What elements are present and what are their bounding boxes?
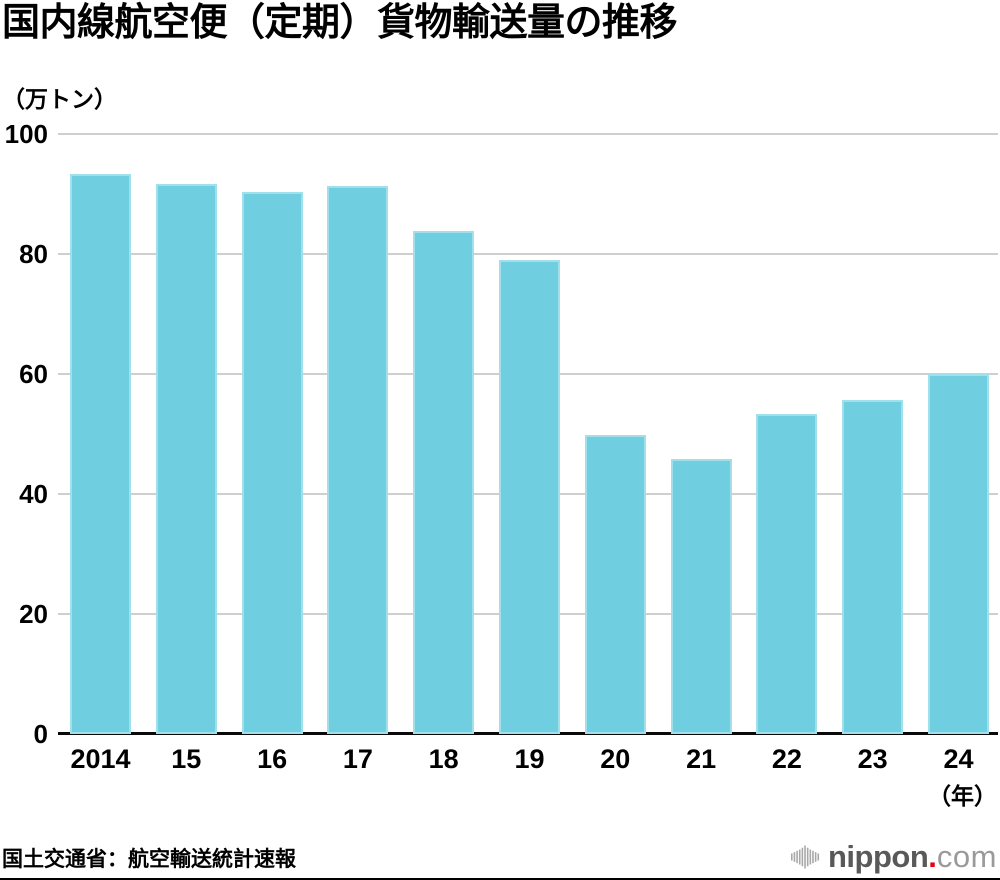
source-caption: 国土交通省：航空輸送統計速報	[2, 848, 296, 871]
y-axis-unit-label: （万トン）	[2, 86, 117, 112]
y-tick-label-40: 40	[19, 479, 48, 509]
y-tick-label-80: 80	[19, 239, 48, 269]
y-tick-label-0: 0	[33, 719, 48, 749]
x-tick-label-17: 17	[342, 744, 373, 774]
logo-dot: .	[928, 839, 937, 874]
bar-2014	[70, 174, 131, 734]
bar-15	[155, 183, 217, 734]
bar-23	[842, 400, 904, 734]
x-tick-label-16: 16	[257, 744, 288, 774]
bottom-border	[0, 878, 1000, 880]
bar-21	[670, 458, 732, 734]
bar-16	[241, 192, 303, 734]
soundwave-icon	[791, 841, 821, 873]
x-tick-label-22: 22	[771, 744, 802, 774]
nippon-com-logo: nippon.com	[791, 838, 997, 876]
x-tick-label-20: 20	[600, 744, 631, 774]
chart-title: 国内線航空便（定期）貨物輸送量の推移	[2, 2, 678, 44]
x-axis-year-suffix: （年）	[928, 783, 997, 809]
y-tick-label-100: 100	[4, 119, 48, 149]
x-tick-label-19: 19	[514, 744, 545, 774]
y-tick-label-60: 60	[19, 359, 48, 389]
gridline-100	[58, 133, 998, 135]
y-tick-label-20: 20	[19, 599, 48, 629]
x-tick-label-15: 15	[171, 744, 202, 774]
bar-20	[584, 435, 646, 734]
gridline-80	[58, 253, 998, 255]
logo-tld-text: com	[936, 839, 997, 874]
bar-24	[928, 374, 989, 734]
bar-19	[499, 260, 560, 734]
x-tick-label-23: 23	[857, 744, 888, 774]
plot-area	[58, 133, 998, 735]
x-tick-label-2014: 2014	[70, 744, 131, 774]
x-tick-label-21: 21	[686, 744, 717, 774]
bar-17	[327, 185, 389, 734]
logo-brand-text: nippon	[828, 839, 929, 874]
bar-18	[413, 231, 475, 734]
x-tick-label-24: 24	[943, 744, 974, 774]
logo-wordmark: nippon.com	[828, 838, 997, 876]
x-tick-label-18: 18	[428, 744, 459, 774]
bar-22	[756, 413, 818, 734]
